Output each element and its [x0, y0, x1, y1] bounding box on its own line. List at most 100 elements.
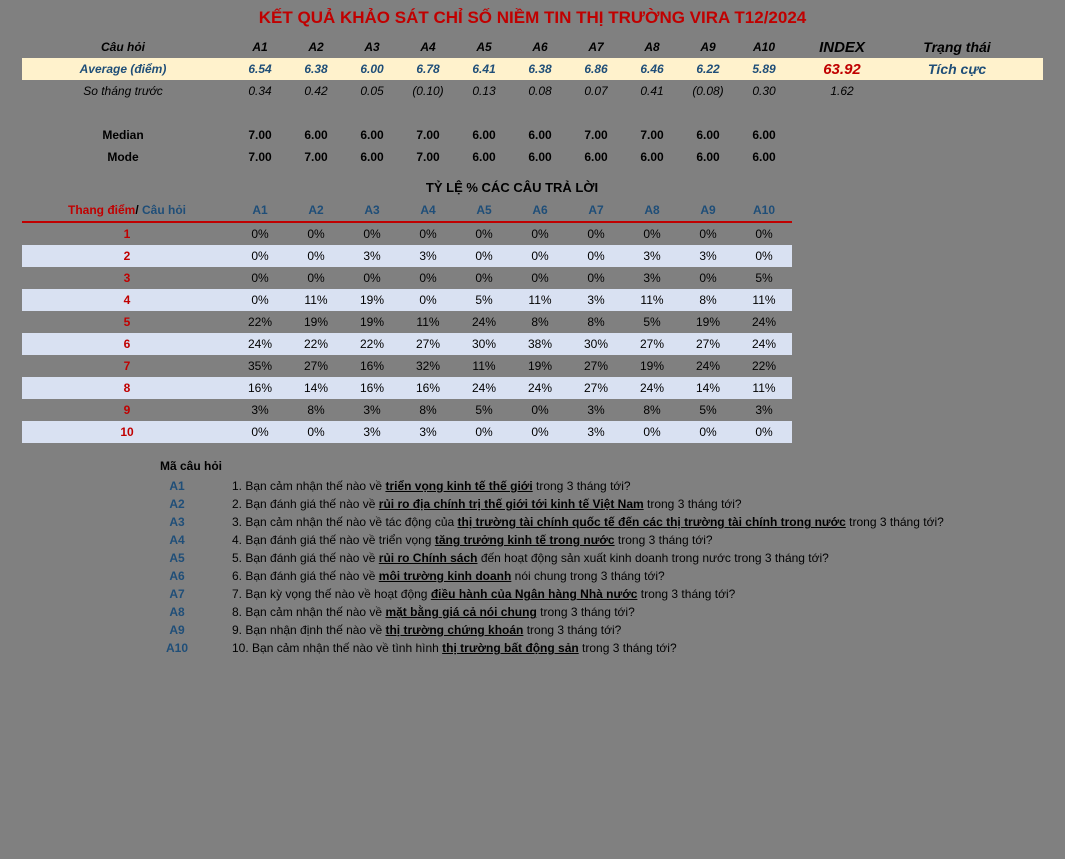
- question-code: A2: [122, 497, 232, 511]
- pct-scale-value: 5: [22, 315, 232, 329]
- pct-row: 522%19%19%11%24%8%8%5%19%24%: [22, 311, 792, 333]
- pct-value: 3%: [344, 249, 400, 263]
- pct-value: 0%: [736, 249, 792, 263]
- col-a9: A9: [680, 40, 736, 54]
- pct-value: 8%: [568, 315, 624, 329]
- pct-value: 0%: [568, 227, 624, 241]
- pct-row: 20%0%3%3%0%0%0%3%3%0%: [22, 245, 792, 267]
- pct-value: 0%: [400, 227, 456, 241]
- pct-value: 0%: [512, 227, 568, 241]
- median-a4: 7.00: [400, 128, 456, 142]
- pct-scale-value: 7: [22, 359, 232, 373]
- pct-value: 24%: [624, 381, 680, 395]
- col-a3: A3: [344, 40, 400, 54]
- pct-value: 0%: [680, 271, 736, 285]
- pct-value: 0%: [232, 293, 288, 307]
- pct-scale-value: 6: [22, 337, 232, 351]
- pct-value: 5%: [456, 293, 512, 307]
- pct-value: 3%: [568, 293, 624, 307]
- pct-value: 0%: [568, 271, 624, 285]
- pct-value: 3%: [568, 425, 624, 439]
- mode-a10: 6.00: [736, 150, 792, 164]
- col-a6: A6: [512, 40, 568, 54]
- pct-col-a7: A7: [568, 203, 624, 217]
- diff-a10: 0.30: [736, 84, 792, 98]
- title-period: T12/2024: [734, 8, 806, 27]
- mode-row: Mode 7.00 7.00 6.00 7.00 6.00 6.00 6.00 …: [22, 146, 1043, 168]
- pct-header: Thang điểm/ Câu hỏi A1 A2 A3 A4 A5 A6 A7…: [22, 199, 792, 223]
- question-row: A88. Bạn cảm nhận thế nào về mặt bằng gi…: [122, 605, 1043, 619]
- pct-value: 0%: [624, 425, 680, 439]
- pct-value: 8%: [400, 403, 456, 417]
- question-text: 1. Bạn cảm nhận thế nào về triển vọng ki…: [232, 479, 1043, 493]
- col-a5: A5: [456, 40, 512, 54]
- mode-a1: 7.00: [232, 150, 288, 164]
- median-a5: 6.00: [456, 128, 512, 142]
- pct-value: 22%: [288, 337, 344, 351]
- average-label: Average (điểm): [22, 62, 232, 76]
- pct-value: 22%: [344, 337, 400, 351]
- pct-value: 0%: [456, 227, 512, 241]
- question-code: A9: [122, 623, 232, 637]
- pct-value: 16%: [400, 381, 456, 395]
- question-text: 3. Bạn cảm nhận thế nào về tác động của …: [232, 515, 1043, 529]
- pct-value: 3%: [680, 249, 736, 263]
- mode-label: Mode: [22, 150, 232, 164]
- pct-value: 27%: [288, 359, 344, 373]
- pct-value: 24%: [736, 315, 792, 329]
- question-code: A4: [122, 533, 232, 547]
- question-code: A8: [122, 605, 232, 619]
- pct-value: 0%: [456, 271, 512, 285]
- question-text: 6. Bạn đánh giá thế nào về môi trường ki…: [232, 569, 1043, 583]
- diff-a8: 0.41: [624, 84, 680, 98]
- pct-value: 19%: [512, 359, 568, 373]
- pct-value: 8%: [624, 403, 680, 417]
- median-label: Median: [22, 128, 232, 142]
- pct-q-label: Câu hỏi: [142, 203, 186, 217]
- pct-value: 0%: [344, 271, 400, 285]
- question-row: A22. Bạn đánh giá thế nào về rủi ro địa …: [122, 497, 1043, 511]
- median-a10: 6.00: [736, 128, 792, 142]
- pct-row: 30%0%0%0%0%0%0%3%0%5%: [22, 267, 792, 289]
- average-row: Average (điểm) 6.54 6.38 6.00 6.78 6.41 …: [22, 58, 1043, 80]
- median-a3: 6.00: [344, 128, 400, 142]
- pct-value: 22%: [232, 315, 288, 329]
- pct-scale-value: 2: [22, 249, 232, 263]
- pct-value: 11%: [736, 293, 792, 307]
- pct-value: 27%: [400, 337, 456, 351]
- pct-value: 0%: [568, 249, 624, 263]
- pct-value: 8%: [512, 315, 568, 329]
- question-text: 10. Bạn cảm nhận thế nào về tình hình th…: [232, 641, 1043, 655]
- question-row: A1010. Bạn cảm nhận thế nào về tình hình…: [122, 641, 1043, 655]
- header-status: Trạng thái: [892, 39, 1022, 55]
- pct-value: 0%: [232, 271, 288, 285]
- question-row: A55. Bạn đánh giá thế nào về rủi ro Chín…: [122, 551, 1043, 565]
- pct-row: 735%27%16%32%11%19%27%19%24%22%: [22, 355, 792, 377]
- avg-a9: 6.22: [680, 62, 736, 76]
- pct-value: 16%: [344, 381, 400, 395]
- question-row: A66. Bạn đánh giá thế nào về môi trường …: [122, 569, 1043, 583]
- pct-value: 22%: [736, 359, 792, 373]
- mode-a3: 6.00: [344, 150, 400, 164]
- median-a8: 7.00: [624, 128, 680, 142]
- pct-value: 5%: [456, 403, 512, 417]
- page-title: KẾT QUẢ KHẢO SÁT CHỈ SỐ NIỀM TIN THỊ TRƯ…: [22, 8, 1043, 28]
- question-code: A5: [122, 551, 232, 565]
- question-code: A7: [122, 587, 232, 601]
- pct-body: 10%0%0%0%0%0%0%0%0%0%20%0%3%3%0%0%0%3%3%…: [22, 223, 792, 443]
- pct-value: 27%: [624, 337, 680, 351]
- pct-col-a3: A3: [344, 203, 400, 217]
- question-row: A11. Bạn cảm nhận thế nào về triển vọng …: [122, 479, 1043, 493]
- pct-value: 0%: [288, 227, 344, 241]
- pct-value: 11%: [288, 293, 344, 307]
- pct-scale-value: 10: [22, 425, 232, 439]
- question-text: 8. Bạn cảm nhận thế nào về mặt bằng giá …: [232, 605, 1043, 619]
- pct-value: 3%: [624, 249, 680, 263]
- pct-col-a6: A6: [512, 203, 568, 217]
- pct-value: 19%: [680, 315, 736, 329]
- pct-value: 0%: [400, 271, 456, 285]
- pct-row: 100%0%3%3%0%0%3%0%0%0%: [22, 421, 792, 443]
- index-value: 63.92: [792, 61, 892, 78]
- diff-a2: 0.42: [288, 84, 344, 98]
- pct-value: 30%: [456, 337, 512, 351]
